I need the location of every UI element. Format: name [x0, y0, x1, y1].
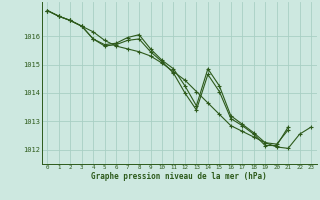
X-axis label: Graphe pression niveau de la mer (hPa): Graphe pression niveau de la mer (hPa): [91, 172, 267, 181]
